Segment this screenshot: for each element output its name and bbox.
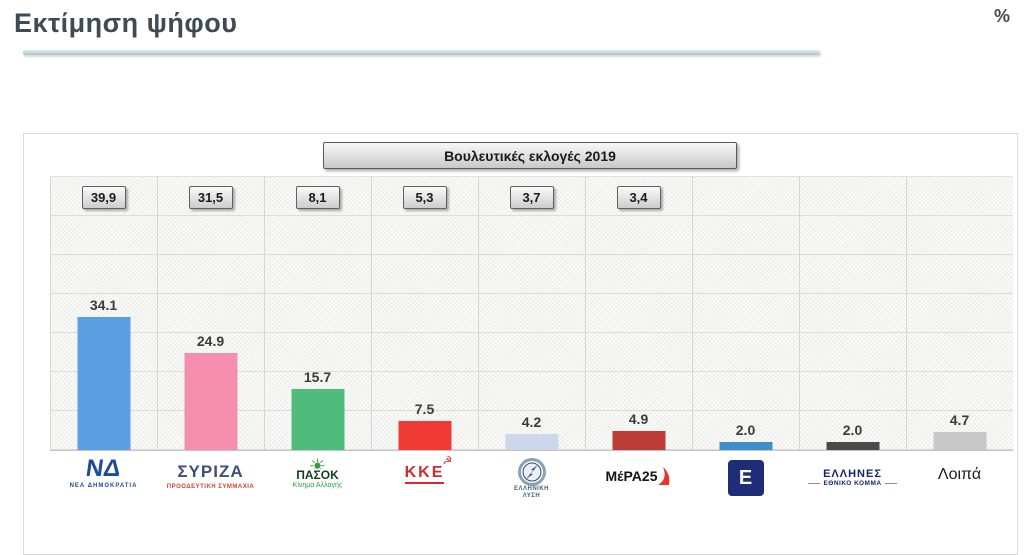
election-2019-value-box-3: 8,1 bbox=[295, 186, 340, 209]
ellines-logo-line2-wrap: ΕΘΝΙΚΟ ΚΟΜΜΑ bbox=[808, 480, 897, 487]
category-column-6: 4.9 3,4 bbox=[585, 177, 692, 450]
election-2019-value-box-5: 3,7 bbox=[509, 186, 554, 209]
logo-elliniki-lysi: ΕΛΛΗΝΙΚΗ ΛΥΣΗ bbox=[478, 456, 585, 526]
bar-value-label-5: 4.2 bbox=[521, 414, 542, 430]
ellines-left-dash bbox=[808, 483, 821, 484]
category-column-9: 4.7 bbox=[906, 177, 1013, 450]
plot-area: 34.1 39,9 24.9 31,5 15.7 8,1 7.5 5,3 4.2 3,7 4.9 3,… bbox=[50, 176, 1013, 451]
bar-value-label-9: 4.7 bbox=[949, 412, 970, 428]
ellines-logo-line1: ΕΛΛΗΝΕΣ bbox=[823, 468, 882, 480]
syriza-caption: ΠΡΟΟΔΕΥΤΙΚΗ ΣΥΜΜΑΧΙΑ bbox=[166, 484, 255, 490]
syriza-logo-icon: ΣΥΡΙΖΑ bbox=[177, 462, 244, 481]
chart-header-box: Βουλευτικές εκλογές 2019 bbox=[323, 142, 737, 169]
elliniki-lysi-compass-icon bbox=[517, 458, 546, 486]
bar-6 bbox=[612, 431, 665, 450]
bar-value-label-8: 2.0 bbox=[842, 422, 863, 438]
bar-value-label-1: 34.1 bbox=[89, 297, 118, 313]
bar-7 bbox=[719, 442, 772, 450]
category-column-8: 2.0 bbox=[799, 177, 906, 450]
logo-ellines-ethniko-komma: ΕΛΛΗΝΕΣ ΕΘΝΙΚΟ ΚΟΜΜΑ bbox=[799, 456, 906, 526]
bar-9 bbox=[933, 432, 986, 450]
category-column-7: 2.0 bbox=[692, 177, 799, 450]
election-2019-value-box-4: 5,3 bbox=[402, 186, 447, 209]
kke-logo-text: ΚΚΕ bbox=[404, 464, 445, 484]
elliniki-lysi-caption-line1: ΕΛΛΗΝΙΚΗ bbox=[513, 486, 549, 492]
nea-dimokratia-logo-icon: ΝΔ bbox=[84, 455, 123, 482]
pasok-caption: Κίνημα Αλλαγής bbox=[292, 482, 343, 489]
category-logos-row: ΝΔ ΝΕΑ ΔΗΜΟΚΡΑΤΙΑ ΣΥΡΙΖΑ ΠΡΟΟΔΕΥΤΙΚΗ ΣΥΜ… bbox=[50, 455, 1013, 526]
title-underline-rule bbox=[23, 50, 820, 55]
logo-nea-dimokratia: ΝΔ ΝΕΑ ΔΗΜΟΚΡΑΤΙΑ bbox=[50, 455, 157, 526]
category-column-4: 7.5 5,3 bbox=[371, 177, 478, 450]
logo-kke: ΚΚΕ ☭ bbox=[371, 455, 478, 526]
ellines-right-dash bbox=[884, 483, 897, 484]
logo-pasok: ☀ ΠΑΣΟΚ Κίνημα Αλλαγής bbox=[264, 456, 371, 526]
bar-4 bbox=[398, 421, 451, 450]
bar-value-label-6: 4.9 bbox=[628, 411, 649, 427]
category-column-1: 34.1 39,9 bbox=[50, 177, 157, 450]
pasok-sun-icon: ☀ bbox=[308, 457, 327, 469]
logo-mera25: ΜέΡΑ25 bbox=[585, 456, 692, 526]
hammer-sickle-icon: ☭ bbox=[442, 455, 453, 467]
election-2019-value-box-6: 3,4 bbox=[616, 186, 661, 209]
mera25-wing-icon bbox=[658, 467, 670, 485]
logo-syriza: ΣΥΡΙΖΑ ΠΡΟΟΔΕΥΤΙΚΗ ΣΥΜΜΑΧΙΑ bbox=[157, 456, 264, 526]
pasok-logo-text: ΠΑΣΟΚ bbox=[296, 468, 339, 482]
bar-value-label-7: 2.0 bbox=[735, 422, 756, 438]
logo-blue-e-party: Ε bbox=[692, 456, 799, 526]
bar-8 bbox=[826, 442, 879, 450]
election-2019-value-box-2: 31,5 bbox=[188, 186, 233, 209]
kke-logo: ΚΚΕ ☭ bbox=[404, 455, 452, 484]
bar-5 bbox=[505, 434, 558, 450]
blue-e-square-icon: Ε bbox=[727, 460, 764, 496]
bar-3 bbox=[291, 389, 344, 450]
page-title: Εκτίμηση ψήφου bbox=[14, 8, 238, 38]
nea-dimokratia-caption: ΝΕΑ ΔΗΜΟΚΡΑΤΙΑ bbox=[69, 483, 138, 489]
bar-value-label-2: 24.9 bbox=[196, 333, 225, 349]
elliniki-lysi-caption-line2: ΛΥΣΗ bbox=[522, 493, 541, 499]
percent-unit-label: % bbox=[993, 6, 1010, 26]
category-column-2: 24.9 31,5 bbox=[157, 177, 264, 450]
blue-e-letter: Ε bbox=[738, 466, 753, 489]
logo-loipa: Λοιπά bbox=[906, 456, 1013, 526]
category-column-5: 4.2 3,7 bbox=[478, 177, 585, 450]
bar-value-label-4: 7.5 bbox=[414, 401, 435, 417]
bar-1 bbox=[77, 317, 130, 450]
election-2019-value-box-1: 39,9 bbox=[81, 186, 126, 209]
page: Εκτίμηση ψήφου % Βουλευτικές εκλογές 201… bbox=[14, 6, 1018, 555]
mera25-logo: ΜέΡΑ25 bbox=[606, 466, 672, 486]
ellines-logo-line2: ΕΘΝΙΚΟ ΚΟΜΜΑ bbox=[823, 480, 882, 487]
category-column-3: 15.7 8,1 bbox=[264, 177, 371, 450]
bar-value-label-3: 15.7 bbox=[303, 369, 332, 385]
bar-2 bbox=[184, 353, 237, 450]
loipa-label: Λοιπά bbox=[937, 466, 982, 483]
mera25-logo-text: ΜέΡΑ25 bbox=[605, 468, 658, 484]
